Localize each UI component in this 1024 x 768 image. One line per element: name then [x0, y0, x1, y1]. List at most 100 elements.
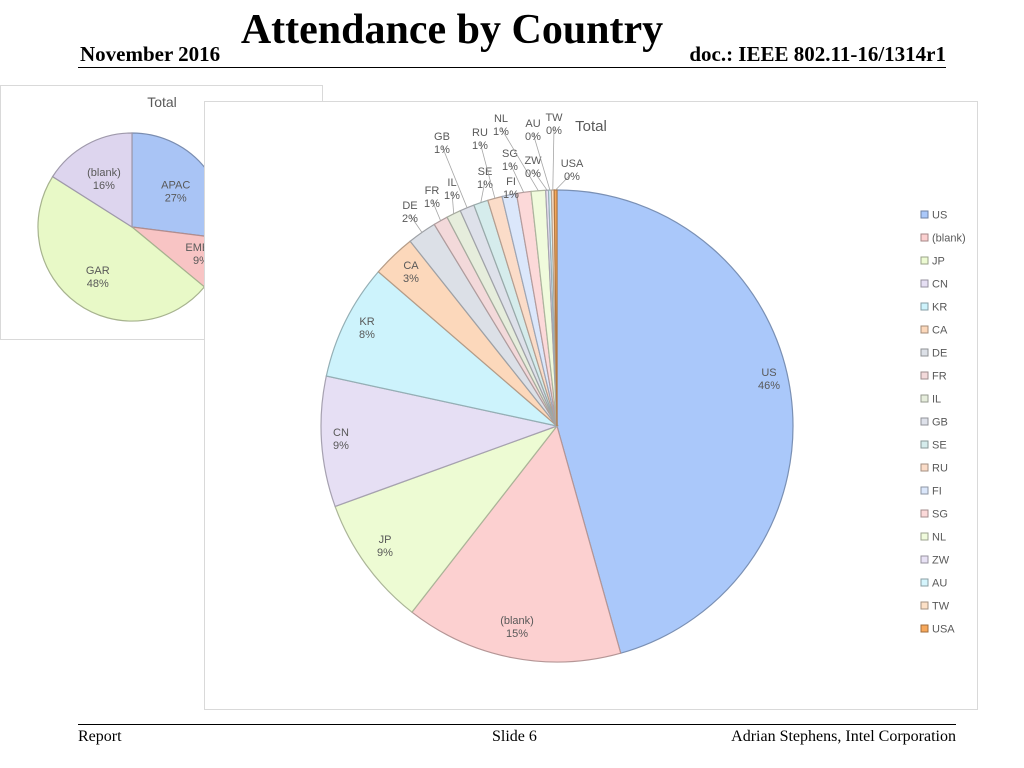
data-label-name-ru: RU — [472, 127, 488, 139]
pie-slice-kr — [325, 270, 558, 427]
legend-swatch-au — [920, 578, 929, 587]
chart-title: Total — [147, 94, 177, 110]
data-label-name-de: DE — [402, 200, 417, 212]
legend-label-jp: JP — [932, 256, 945, 268]
data-label-name-fr: FR — [425, 185, 440, 197]
leader-line-se — [480, 180, 486, 203]
data-label-percent-fr: 1% — [424, 198, 440, 210]
legend-label-fr: FR — [932, 371, 947, 383]
data-label-percent-zw: 0% — [525, 168, 541, 180]
legend-label-au: AU — [932, 578, 947, 590]
data-label-name-gb: GB — [434, 131, 450, 143]
data-label-percent-blank: 15% — [506, 628, 528, 640]
legend-swatch-jp — [920, 256, 929, 265]
legend-swatch-ru — [920, 463, 929, 472]
header-doc-id: doc.: IEEE 802.11-16/1314r1 — [689, 42, 946, 66]
legend-swatch-se — [920, 440, 929, 449]
leader-line-gb — [441, 145, 468, 208]
data-label-name-jp: JP — [379, 534, 392, 546]
data-label-percent-tw: 0% — [546, 125, 562, 137]
data-label-name-sg: SG — [502, 148, 518, 160]
data-label-percent-nl: 1% — [493, 126, 509, 138]
data-label-name-ca: CA — [403, 260, 419, 272]
legend-label-usa: USA — [932, 624, 955, 636]
pie-slice-gar — [37, 175, 206, 322]
data-label-name-nl: NL — [494, 113, 508, 125]
leader-line-zw — [532, 169, 548, 191]
data-label-name-blank: (blank) — [500, 615, 534, 627]
data-label-percent-blank: 16% — [93, 180, 115, 192]
slide-number: Slide 6 — [492, 728, 537, 745]
legend-label-ru: RU — [932, 463, 948, 475]
legend-label-blank: (blank) — [932, 233, 966, 245]
data-label-percent-gb: 1% — [434, 144, 450, 156]
legend-label-us: US — [932, 210, 947, 222]
data-label-percent-fi: 1% — [503, 189, 519, 201]
pie-slice-cn — [320, 375, 560, 508]
country-pie-svg: TotalUS46%(blank)15%JP9%CN9%KR8%CA3%DE2%… — [320, 112, 966, 663]
legend-label-gb: GB — [932, 417, 948, 429]
data-label-percent-il: 1% — [444, 190, 460, 202]
leader-line-de — [409, 214, 423, 233]
data-label-percent-au: 0% — [525, 131, 541, 143]
leader-line-usa — [555, 172, 573, 191]
legend-swatch-ca — [920, 325, 929, 334]
data-label-name-blank: (blank) — [87, 167, 121, 179]
data-label-name-il: IL — [447, 177, 456, 189]
header-date: November 2016 — [80, 42, 221, 66]
data-label-name-au: AU — [525, 118, 540, 130]
legend-swatch-gb — [920, 417, 929, 426]
legend-label-kr: KR — [932, 302, 947, 314]
data-label-percent-cn: 9% — [333, 440, 349, 452]
data-label-percent-ca: 3% — [403, 273, 419, 285]
data-label-percent-usa: 0% — [564, 171, 580, 183]
data-label-name-kr: KR — [359, 316, 374, 328]
data-label-percent-us: 46% — [758, 380, 780, 392]
slide-title: Attendance by Country — [240, 7, 664, 53]
legend-swatch-sg — [920, 509, 929, 518]
leader-line-fi — [508, 190, 512, 196]
header-rule — [78, 67, 946, 68]
data-label-percent-se: 1% — [477, 179, 493, 191]
data-label-name-us: US — [761, 367, 776, 379]
leader-line-au — [532, 132, 551, 191]
data-label-percent-apac: 27% — [165, 192, 187, 204]
pie-slice-us — [556, 189, 794, 654]
country-pie-chart: Total US 46% (blank) 15% JP 9% CN 9% KR 8% CA 3% DE 2%… — [204, 101, 978, 710]
legend-swatch-us — [920, 210, 929, 219]
legend-label-se: SE — [932, 440, 947, 452]
legend-swatch-zw — [920, 555, 929, 564]
legend-swatch-cn — [920, 279, 929, 288]
legend-swatch-il — [920, 394, 929, 403]
data-label-percent-jp: 9% — [377, 547, 393, 559]
leader-line-ru — [479, 141, 496, 199]
legend-swatch-tw — [920, 601, 929, 610]
pie-slice-blank — [411, 424, 622, 663]
legend-swatch-kr — [920, 302, 929, 311]
leader-line-fr — [431, 199, 441, 221]
data-label-name-cn: CN — [333, 427, 349, 439]
chart-title: Total — [575, 118, 607, 135]
data-label-percent-kr: 8% — [359, 329, 375, 341]
legend-swatch-fi — [920, 486, 929, 495]
legend-label-il: IL — [932, 394, 941, 406]
data-label-name-usa: USA — [561, 158, 584, 170]
leader-line-il — [451, 191, 455, 214]
leader-line-nl — [500, 127, 539, 191]
leader-line-tw — [552, 126, 555, 191]
legend-label-tw: TW — [932, 601, 950, 613]
data-label-name-zw: ZW — [524, 155, 542, 167]
legend-swatch-nl — [920, 532, 929, 541]
legend-label-nl: NL — [932, 532, 946, 544]
footer-left: Report — [78, 728, 122, 745]
legend-label-de: DE — [932, 348, 947, 360]
data-label-name-fi: FI — [506, 176, 516, 188]
legend-label-zw: ZW — [932, 555, 950, 567]
legend-label-fi: FI — [932, 486, 942, 498]
data-label-percent-ru: 1% — [472, 140, 488, 152]
data-label-percent-gar: 48% — [87, 278, 109, 290]
legend-swatch-blank — [920, 233, 929, 242]
footer-author: Adrian Stephens, Intel Corporation — [731, 728, 956, 745]
legend-label-ca: CA — [932, 325, 948, 337]
pie-slice-jp — [334, 424, 559, 614]
